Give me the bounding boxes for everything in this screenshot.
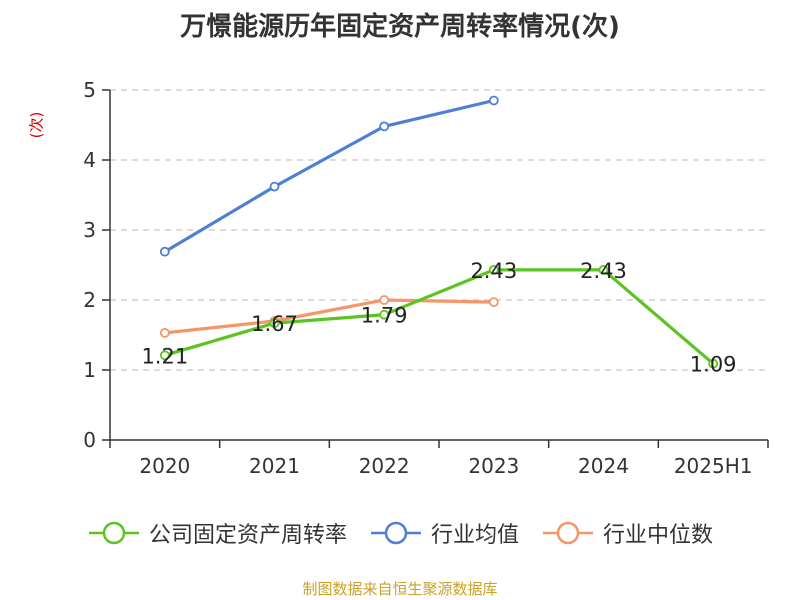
legend-label: 行业中位数	[603, 523, 714, 548]
data-point	[159, 246, 170, 257]
x-tick-label: 2023	[468, 454, 519, 478]
x-tick-label: 2020	[139, 454, 190, 478]
legend-swatch	[370, 521, 421, 545]
x-tick-label: 2025H1	[674, 454, 753, 478]
data-point	[159, 350, 170, 361]
data-label: 2.43	[470, 259, 517, 283]
series-line	[164, 268, 715, 365]
series-layer	[159, 95, 719, 369]
y-tick-label: 3	[83, 218, 96, 242]
y-tick-label: 2	[83, 288, 96, 312]
series-line	[164, 98, 495, 254]
y-tick-label: 1	[83, 358, 96, 382]
data-point	[708, 358, 719, 369]
data-point	[379, 295, 390, 305]
legend-item: 行业中位数	[541, 517, 713, 549]
legend-label: 行业均值	[430, 523, 519, 548]
legend-swatch	[543, 521, 593, 545]
data-label: 1.21	[141, 344, 188, 368]
x-tick-label: 2024	[578, 454, 629, 478]
data-point	[269, 181, 280, 192]
y-tick-label: 4	[83, 148, 96, 172]
y-tick-label: 0	[83, 428, 96, 452]
legend-swatch	[88, 521, 139, 545]
source-note: 制图数据来自恒生聚源数据库	[302, 580, 498, 598]
data-point	[488, 297, 499, 308]
series-line	[164, 298, 494, 335]
label-layer: 1.21 1.67 1.79 2.43 2.43 1.09	[141, 259, 736, 377]
x-tick-label: 2022	[359, 454, 410, 478]
legend-item: 行业均值	[369, 517, 519, 549]
data-label: 2.43	[580, 259, 627, 283]
y-tick-label: 5	[83, 78, 96, 102]
data-point	[159, 327, 170, 338]
data-point	[488, 264, 499, 275]
legend: 公司固定资产周转率 行业均值 行业中位数	[0, 517, 800, 549]
data-label: 1.79	[361, 304, 408, 328]
x-tick-label: 2021	[249, 454, 300, 478]
data-point	[488, 95, 499, 106]
axis-layer: 0 1 2 3 4 5 2020 2021 2022 2023 2024 2025H1	[83, 78, 769, 478]
legend-label: 公司固定资产周转率	[148, 523, 347, 548]
data-point	[379, 121, 390, 132]
data-label: 1.67	[251, 312, 298, 336]
data-label: 1.09	[690, 353, 737, 377]
data-point	[379, 309, 390, 320]
data-point	[598, 264, 609, 275]
data-point	[269, 318, 280, 329]
legend-item: 公司固定资产周转率	[87, 517, 347, 549]
chart-title: 万憬能源历年固定资产周转率情况(次)	[180, 12, 620, 42]
